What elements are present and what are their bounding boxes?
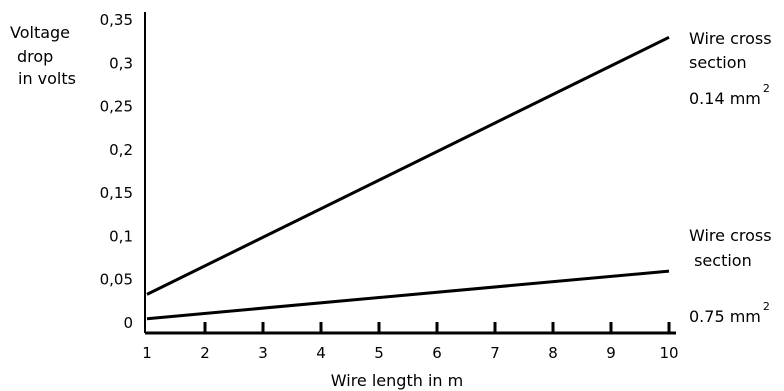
x-tick-label: 2 (200, 344, 210, 362)
series-2-superscript: 2 (763, 300, 770, 313)
series-2-label-line-3: 0.75 mm2 (689, 300, 770, 326)
series-label-thin-wire: Wire cross section 0.14 mm2 (689, 29, 772, 108)
y-axis-title-line-3: in volts (18, 69, 76, 88)
x-tick-label: 4 (316, 344, 326, 362)
x-tick-label: 6 (432, 344, 442, 362)
x-ticks: 1 2 3 4 5 6 7 8 9 10 (142, 322, 679, 362)
series-2-label-line-2: section (689, 251, 752, 270)
x-tick-label: 10 (659, 344, 678, 362)
series-lines (146, 35, 670, 321)
y-tick-label: 0,25 (100, 98, 133, 116)
y-tick-label: 0,05 (100, 271, 133, 289)
y-tick-labels: 0 0,05 0,1 0,15 0,2 0,25 0,3 0,35 (100, 11, 133, 332)
y-axis-title-line-2: drop (17, 47, 53, 66)
x-tick-label: 1 (142, 344, 152, 362)
y-tick-label: 0,15 (100, 184, 133, 202)
series-1-label-line-3: 0.14 mm2 (689, 82, 770, 108)
x-tick-label: 9 (606, 344, 616, 362)
series-2-cross-section-value: 0.75 mm (689, 307, 761, 326)
series-line-1 (146, 35, 670, 296)
series-1-label-line-1: Wire cross (689, 29, 772, 48)
y-tick-label: 0 (123, 314, 133, 332)
x-tick-label: 8 (548, 344, 558, 362)
series-2-label-line-1: Wire cross (689, 226, 772, 245)
y-tick-label: 0,1 (109, 227, 133, 245)
series-label-thick-wire: Wire cross section 0.75 mm2 (689, 226, 772, 326)
x-tick-label: 5 (374, 344, 384, 362)
series-line-2 (146, 269, 670, 321)
series-1-label-line-2: section (689, 53, 747, 72)
series-1-superscript: 2 (763, 82, 770, 95)
x-tick-label: 7 (490, 344, 500, 362)
series-1-cross-section-value: 0.14 mm (689, 89, 761, 108)
y-tick-label: 0,3 (109, 54, 133, 72)
y-tick-label: 0,35 (100, 11, 133, 29)
y-tick-label: 0,2 (109, 141, 133, 159)
x-axis-title: Wire length in m (331, 371, 463, 390)
x-tick-label: 3 (258, 344, 268, 362)
y-axis-title-line-1: Voltage (10, 23, 70, 42)
